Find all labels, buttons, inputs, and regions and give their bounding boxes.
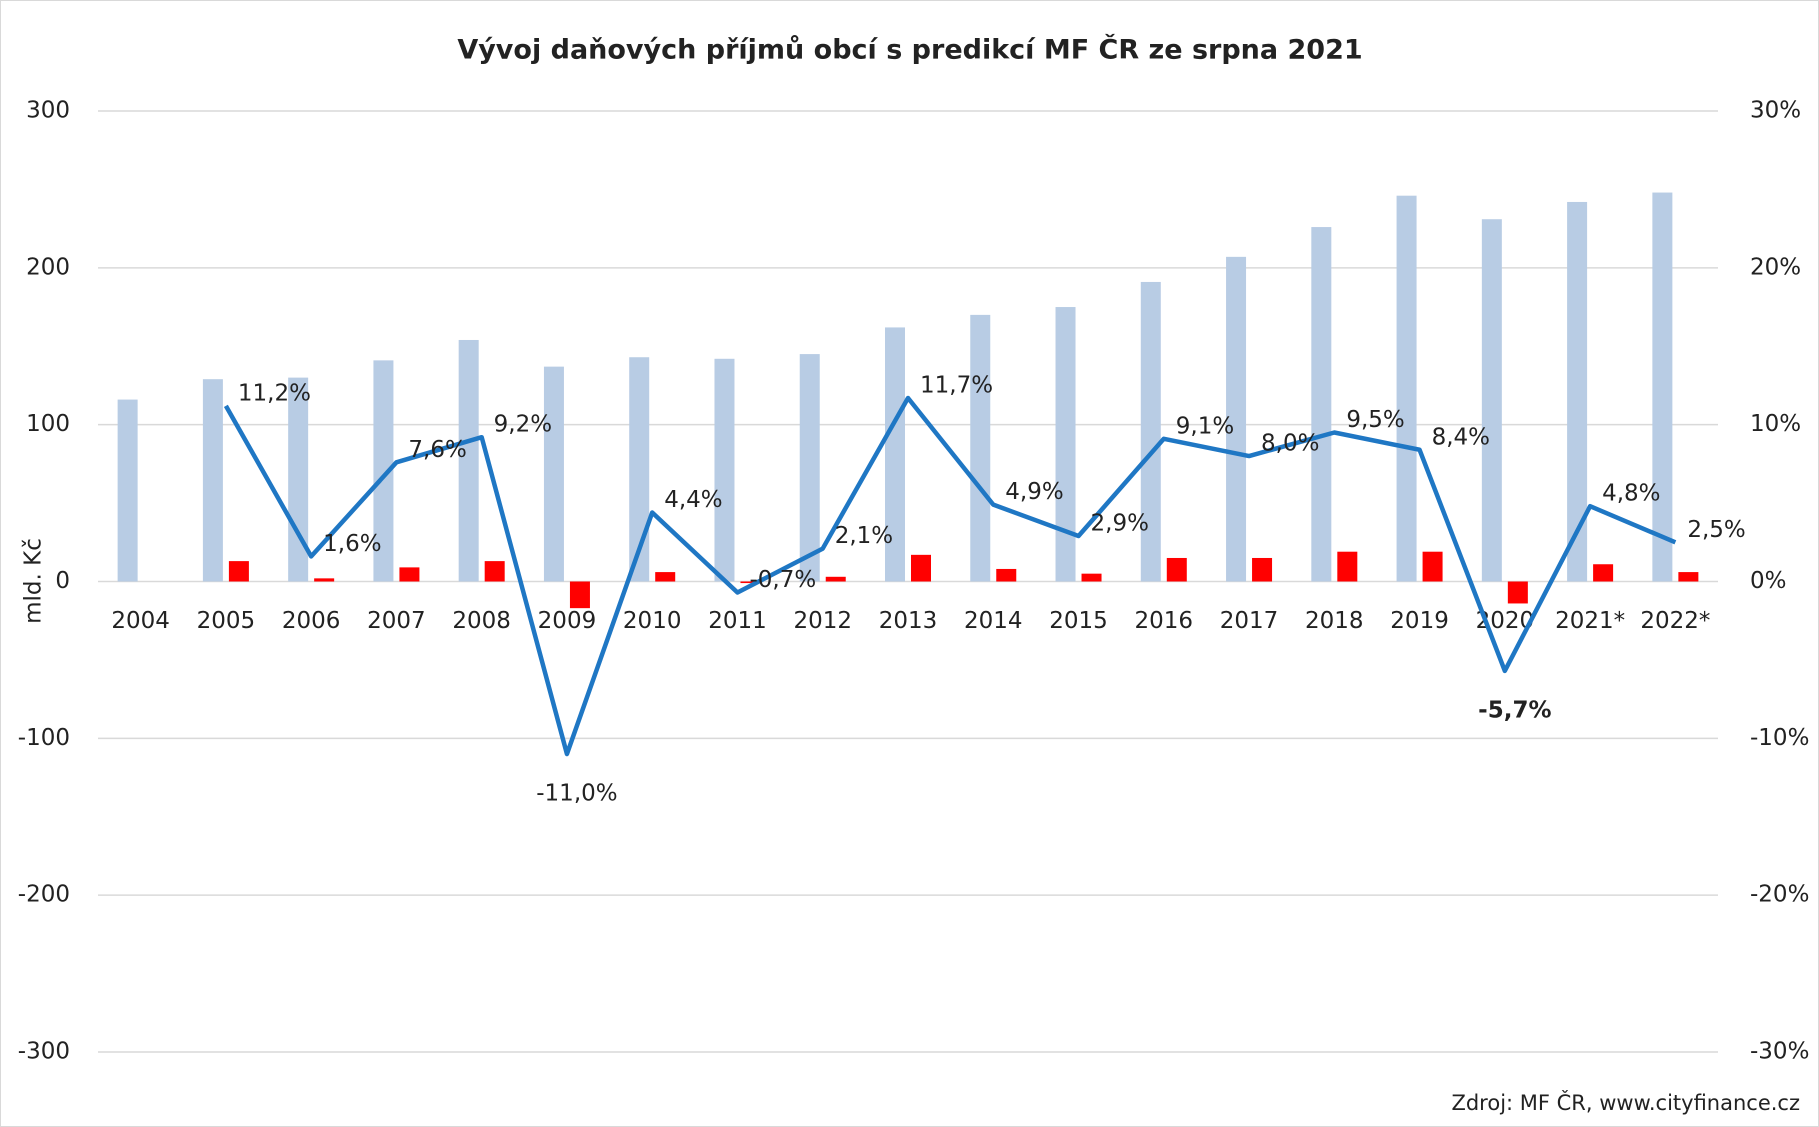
bar: [1081, 573, 1102, 582]
data-label: 9,5%: [1346, 407, 1404, 433]
bar: [1055, 307, 1076, 582]
bar: [1226, 256, 1247, 582]
bar: [1678, 572, 1699, 582]
bar: [202, 379, 223, 582]
y-tick-label: -200: [18, 882, 70, 908]
y-tick-label: 0: [55, 568, 70, 594]
data-label: 2,9%: [1091, 511, 1149, 537]
bar: [1652, 192, 1673, 582]
bar: [228, 561, 249, 582]
y2-tick-label: 30%: [1750, 98, 1801, 124]
bar: [1337, 551, 1358, 582]
bar: [484, 561, 505, 582]
data-label: -0,7%: [749, 567, 816, 593]
data-label: 11,2%: [238, 380, 311, 406]
x-tick-label: 2006: [282, 608, 341, 634]
data-label: 9,1%: [1176, 413, 1234, 439]
bar: [543, 366, 564, 582]
y2-tick-label: 10%: [1750, 411, 1801, 437]
bar: [1507, 581, 1528, 604]
bar: [1166, 557, 1187, 582]
y2-tick-label: -10%: [1750, 725, 1809, 751]
bar: [1422, 551, 1443, 582]
bar: [1567, 201, 1588, 582]
y-tick-label: 300: [26, 98, 70, 124]
bar: [825, 576, 846, 582]
x-tick-label: 2007: [367, 608, 426, 634]
data-label: 4,4%: [664, 487, 722, 513]
data-label: 8,0%: [1261, 431, 1319, 457]
data-label: -5,7%: [1478, 697, 1551, 723]
bar: [970, 314, 991, 582]
bar: [1481, 219, 1502, 582]
x-tick-label: 2011: [708, 608, 767, 634]
bar: [1593, 564, 1614, 582]
bar: [1396, 195, 1417, 582]
y-tick-label: 100: [26, 411, 70, 437]
data-label: 4,9%: [1005, 479, 1063, 505]
x-tick-label: 2021*: [1555, 608, 1625, 634]
bar: [399, 567, 420, 582]
bar: [629, 357, 650, 582]
x-tick-label: 2019: [1390, 608, 1449, 634]
data-label: 8,4%: [1432, 424, 1490, 450]
y2-tick-label: 0%: [1750, 568, 1787, 594]
bar: [314, 578, 335, 582]
bar: [569, 581, 590, 609]
x-tick-label: 2018: [1305, 608, 1364, 634]
bar: [911, 554, 931, 582]
y-tick-label: 200: [26, 254, 70, 280]
bar: [655, 572, 676, 582]
y-axis-label: mld. Kč: [21, 538, 47, 624]
x-tick-label: 2014: [964, 608, 1023, 634]
x-tick-label: 2017: [1220, 608, 1279, 634]
x-tick-label: 2008: [452, 608, 511, 634]
x-tick-label: 2005: [197, 608, 256, 634]
data-label: -11,0%: [536, 781, 617, 807]
y2-tick-label: -30%: [1750, 1039, 1809, 1065]
x-tick-label: 2009: [538, 608, 597, 634]
bar: [117, 399, 138, 582]
line: [223, 395, 1677, 757]
data-label: 1,6%: [323, 531, 381, 557]
bar: [799, 354, 820, 582]
x-tick-label: 2016: [1135, 608, 1194, 634]
y-tick-label: -100: [18, 725, 70, 751]
bar: [1311, 227, 1332, 582]
x-tick-label: 2004: [111, 608, 170, 634]
data-label: 4,8%: [1602, 481, 1660, 507]
y-tick-label: -300: [18, 1039, 70, 1065]
bar: [1252, 557, 1273, 582]
chart-title: Vývoj daňových příjmů obcí s predikcí MF…: [457, 34, 1362, 66]
y2-tick-label: 20%: [1750, 254, 1801, 280]
x-tick-label: 2022*: [1640, 608, 1710, 634]
source: Zdroj: MF ČR, www.cityfinance.cz: [1451, 1090, 1800, 1115]
bar: [996, 568, 1017, 582]
y2-tick-label: -20%: [1750, 882, 1809, 908]
bar: [740, 581, 761, 584]
data-label: 2,1%: [835, 523, 893, 549]
data-label: 9,2%: [494, 412, 552, 438]
data-label: 2,5%: [1687, 517, 1745, 543]
data-label: 7,6%: [408, 437, 466, 463]
bar: [288, 377, 309, 582]
x-tick-label: 2012: [793, 608, 852, 634]
data-label: 11,7%: [920, 373, 993, 399]
bar: [458, 339, 479, 582]
x-tick-label: 2010: [623, 608, 682, 634]
bar: [1140, 281, 1161, 582]
bar: [714, 358, 735, 582]
bar: [373, 360, 394, 582]
x-tick-label: 2013: [879, 608, 938, 634]
x-tick-label: 2015: [1049, 608, 1108, 634]
bar: [885, 327, 905, 582]
